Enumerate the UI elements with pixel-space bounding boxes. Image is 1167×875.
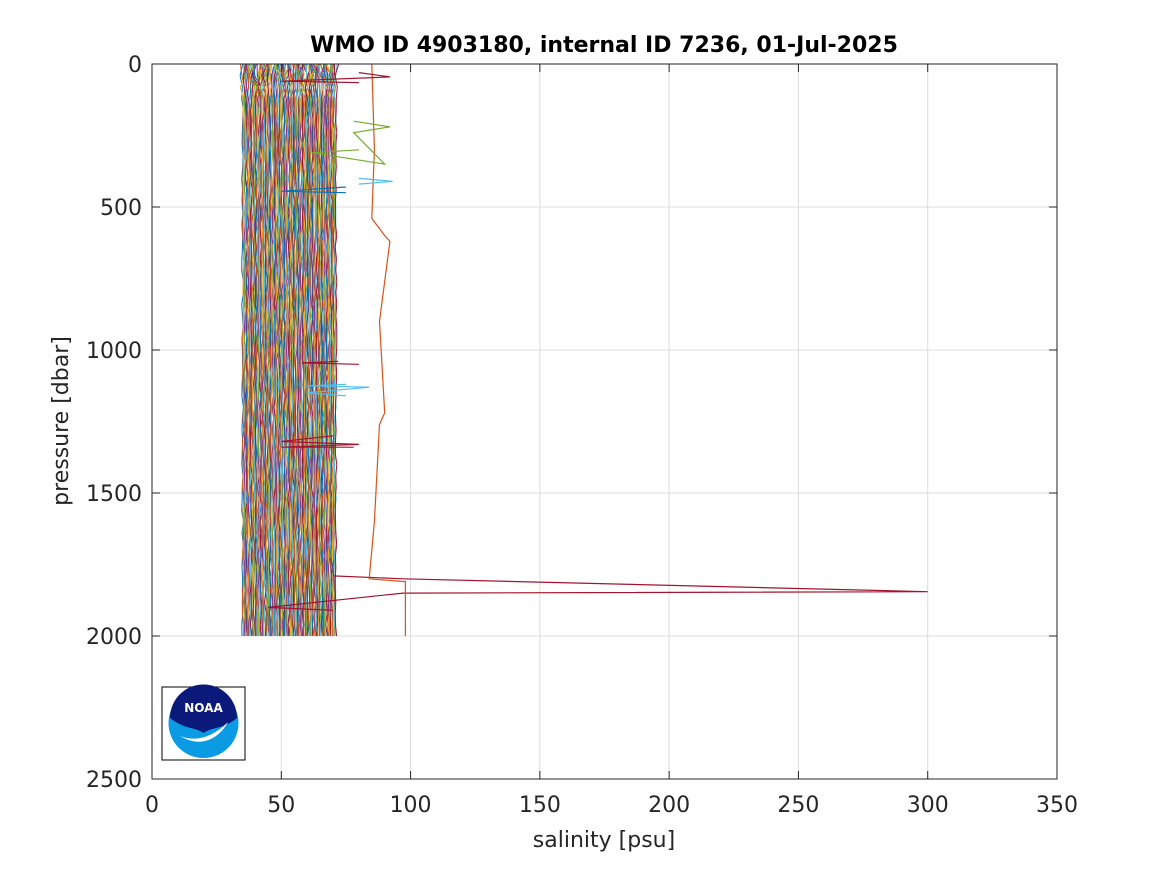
y-tick-label: 1000	[86, 339, 142, 364]
profile-line	[279, 64, 285, 637]
profile-line	[247, 64, 253, 636]
profile-line	[308, 64, 313, 637]
outlier-series-line	[312, 120, 390, 165]
x-tick-label: 250	[777, 793, 819, 818]
noaa-logo-wave	[180, 722, 228, 742]
x-tick-label: 300	[907, 793, 949, 818]
profile-line	[272, 64, 277, 637]
outlier-series-line	[358, 177, 393, 185]
x-tick-labels: 0 50 100 150 200 250 300 350	[145, 793, 1078, 818]
profile-line	[328, 64, 335, 637]
chart-title: WMO ID 4903180, internal ID 7236, 01-Jul…	[310, 33, 898, 58]
y-tick-label: 2000	[86, 625, 142, 650]
x-tick-label: 350	[1036, 793, 1078, 818]
salinity-profiles	[239, 64, 340, 637]
profile-line	[330, 64, 337, 637]
y-tick-label: 1500	[86, 482, 142, 507]
x-tick-label: 0	[145, 793, 159, 818]
profile-line	[281, 64, 289, 637]
noaa-logo-text: NOAA	[184, 701, 223, 715]
profile-line	[305, 64, 311, 637]
x-tick-label: 50	[267, 793, 295, 818]
profile-line	[300, 64, 307, 636]
profile-line	[239, 64, 247, 637]
outlier-series-line	[307, 383, 370, 397]
y-tick-label: 500	[100, 196, 142, 221]
outlier-profiles	[268, 64, 928, 636]
profile-line	[301, 64, 305, 637]
x-axis-label: salinity [psu]	[533, 828, 675, 853]
y-tick-label: 0	[128, 53, 142, 78]
outlier-series-line	[268, 575, 928, 611]
profile-line	[334, 64, 340, 637]
axis-ticks	[151, 63, 1058, 780]
profile-line	[296, 64, 303, 636]
axes-box	[151, 63, 1058, 780]
profile-line	[259, 64, 265, 637]
outlier-series-line	[281, 186, 346, 194]
y-tick-labels: 0 500 1000 1500 2000 2500	[86, 53, 142, 793]
profile-line	[320, 64, 329, 637]
profile-line	[289, 64, 297, 637]
y-axis-label: pressure [dbar]	[49, 336, 74, 506]
profile-line	[265, 64, 271, 637]
x-tick-label: 100	[390, 793, 432, 818]
noaa-logo: NOAA	[161, 684, 246, 761]
profile-line	[304, 64, 312, 637]
profile-line	[252, 64, 259, 637]
y-tick-label: 2500	[86, 768, 142, 793]
outlier-series-line	[281, 72, 390, 84]
outlier-series-line	[281, 435, 359, 448]
noaa-logo-upper	[170, 684, 237, 733]
outlier-series-line	[368, 64, 406, 636]
outlier-series-line	[301, 360, 359, 365]
profile-line	[311, 64, 317, 637]
x-tick-label: 150	[519, 793, 561, 818]
x-tick-label: 200	[648, 793, 690, 818]
